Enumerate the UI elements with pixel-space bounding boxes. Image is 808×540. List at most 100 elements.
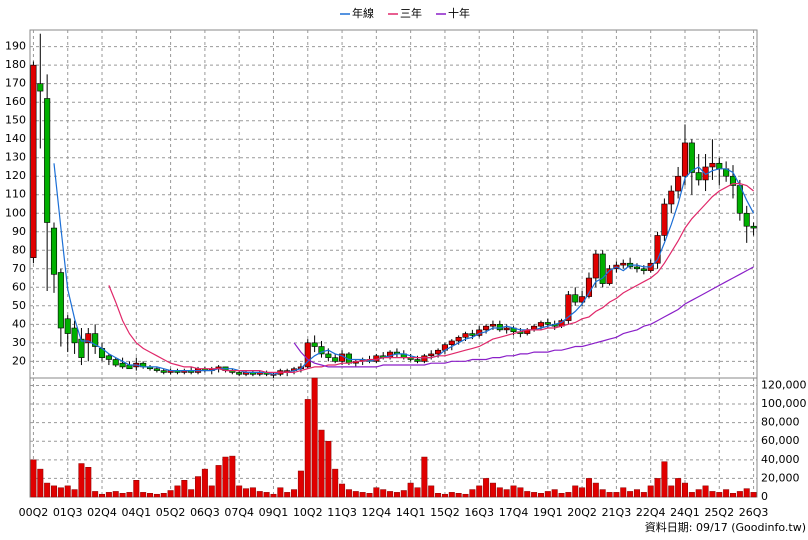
volume-bar	[592, 482, 599, 498]
volume-bar	[44, 482, 51, 498]
candle-body	[743, 212, 750, 227]
y2-tick-label: 0	[761, 490, 768, 503]
candle-body	[105, 355, 112, 360]
volume-bar	[743, 488, 750, 498]
y-tick-label: 160	[5, 95, 26, 108]
y2-tick-label: 120,000	[761, 378, 807, 391]
volume-bar	[30, 459, 37, 498]
x-tick-label: 07Q4	[224, 506, 254, 519]
volume-bar	[188, 489, 195, 498]
volume-bar	[572, 485, 579, 498]
volume-bar	[325, 440, 332, 498]
x-tick-label: 19Q1	[533, 506, 563, 519]
volume-bar	[222, 456, 229, 498]
candle-body	[64, 318, 71, 334]
candle-body	[544, 322, 551, 325]
volume-bar	[332, 468, 339, 498]
volume-bar	[380, 489, 387, 498]
volume-bar	[544, 491, 551, 498]
volume-bar	[304, 399, 311, 498]
candle-body	[503, 327, 510, 331]
volume-bar	[537, 493, 544, 498]
x-tick-label: 10Q2	[293, 506, 323, 519]
volume-bar	[750, 492, 757, 498]
candle-body	[750, 225, 757, 229]
y-tick-label: 40	[12, 317, 26, 330]
candle-body	[37, 83, 44, 92]
candle-body	[661, 203, 668, 236]
x-tick-label: 04Q1	[121, 506, 151, 519]
volume-bar	[78, 463, 85, 498]
volume-bar	[311, 377, 318, 498]
candle-body	[160, 370, 167, 373]
candle-body	[325, 353, 332, 358]
volume-bar	[654, 478, 661, 498]
volume-bar	[387, 491, 394, 498]
plot-frame	[29, 29, 758, 498]
candle-body	[236, 372, 243, 375]
candle-body	[489, 324, 496, 327]
volume-bar	[99, 493, 106, 498]
volume-bar	[730, 493, 736, 498]
x-tick-label: 15Q2	[430, 506, 460, 519]
volume-bar	[668, 485, 675, 498]
x-tick-label: 02Q4	[87, 506, 117, 519]
y-tick-label: 130	[5, 151, 26, 164]
y2-tick-label: 100,000	[761, 397, 807, 410]
y-tick-label: 60	[12, 280, 26, 293]
volume-bar	[167, 490, 174, 498]
volume-bar	[558, 493, 565, 498]
candle-body	[78, 338, 85, 358]
x-tick-label: 26Q3	[739, 506, 769, 519]
candle-body	[153, 368, 160, 371]
y-tick-label: 170	[5, 77, 26, 90]
data-note: 資料日期: 09/17 (Goodinfo.tw)	[645, 520, 806, 534]
volume-bar	[489, 482, 496, 498]
volume-bar	[174, 485, 181, 498]
volume-bar	[64, 485, 71, 498]
volume-bar	[496, 487, 503, 498]
candle-body	[311, 342, 318, 347]
legend-label: 十年	[448, 6, 470, 20]
candle-body	[455, 336, 462, 342]
candle-body	[119, 362, 126, 368]
y-tick-label: 90	[12, 225, 26, 238]
y2-tick-label: 20,000	[761, 471, 800, 484]
volume-bar	[736, 491, 743, 498]
volume-bar	[318, 429, 325, 498]
volume-bar	[263, 492, 270, 498]
x-tick-label: 21Q3	[602, 506, 632, 519]
y-tick-label: 180	[5, 58, 26, 71]
candle-body	[565, 294, 572, 321]
candle-body	[675, 175, 682, 192]
candle-body	[716, 162, 723, 170]
candle-body	[668, 190, 675, 205]
volume-bar	[709, 491, 716, 498]
x-tick-label: 25Q2	[704, 506, 734, 519]
ma-line	[108, 183, 754, 373]
volume-bar	[229, 455, 236, 498]
candle-body	[606, 268, 613, 284]
candle-body	[620, 262, 627, 266]
y2-tick-label: 40,000	[761, 453, 800, 466]
x-tick-label: 14Q1	[396, 506, 426, 519]
x-tick-label: 22Q4	[636, 506, 666, 519]
volume-bar	[565, 492, 572, 498]
volume-bar	[723, 489, 730, 498]
volume-bar	[359, 492, 366, 498]
volume-bar	[503, 489, 510, 498]
volume-bar	[469, 489, 476, 498]
volume-bar	[531, 492, 538, 498]
volume-bar	[585, 478, 592, 498]
volume-bar	[181, 480, 188, 498]
candle-body	[421, 355, 428, 362]
volume-bar	[483, 478, 490, 498]
volume-bar	[195, 476, 202, 498]
volume-bar	[695, 489, 702, 498]
y-tick-label: 110	[5, 188, 26, 201]
candle-body	[537, 322, 545, 327]
y-tick-label: 140	[5, 132, 26, 145]
